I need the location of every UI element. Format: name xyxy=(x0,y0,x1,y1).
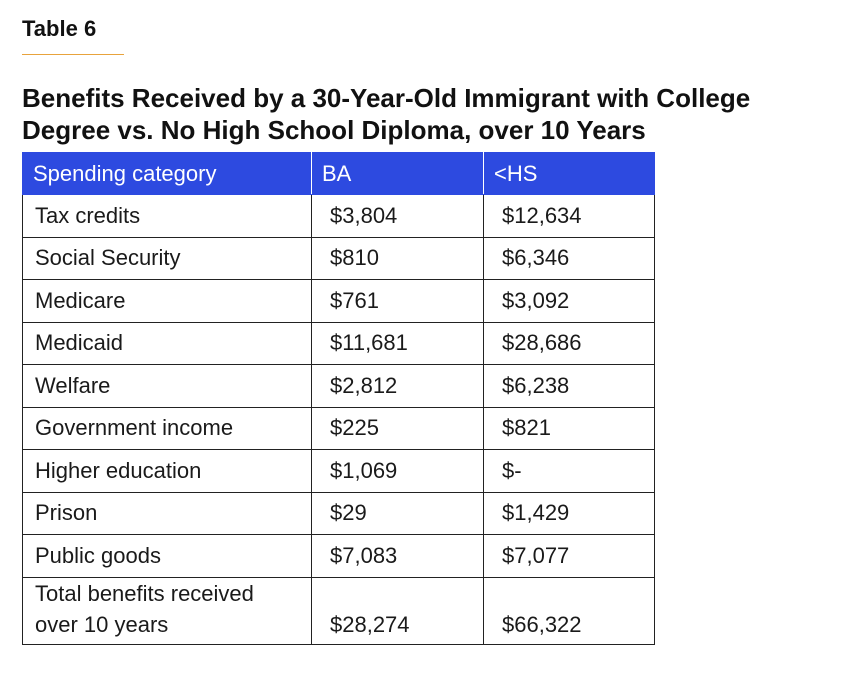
category-cell: Higher education xyxy=(22,449,312,493)
header-spending-category: Spending category xyxy=(22,152,312,195)
category-cell: Social Security xyxy=(22,236,312,280)
category-cell: Tax credits xyxy=(22,194,312,238)
table-row: Welfare $2,812 $6,238 xyxy=(22,364,655,408)
table-title: Benefits Received by a 30-Year-Old Immig… xyxy=(22,83,751,145)
category-cell: Medicaid xyxy=(22,321,312,365)
total-category-cell: Total benefits received over 10 years xyxy=(22,576,312,645)
ba-cell: $225 xyxy=(311,406,484,450)
table-row: Tax credits $3,804 $12,634 xyxy=(22,194,655,238)
hs-cell: $28,686 xyxy=(483,321,655,365)
category-cell: Prison xyxy=(22,491,312,535)
hs-cell: $6,238 xyxy=(483,364,655,408)
hs-cell: $- xyxy=(483,449,655,493)
ba-cell: $810 xyxy=(311,236,484,280)
hs-cell: $7,077 xyxy=(483,534,655,578)
benefits-table: Spending category BA <HS Tax credits $3,… xyxy=(22,152,655,645)
ba-cell: $761 xyxy=(311,279,484,323)
ba-cell: $1,069 xyxy=(311,449,484,493)
ba-cell: $7,083 xyxy=(311,534,484,578)
total-hs-cell: $66,322 xyxy=(483,576,655,645)
ba-cell: $3,804 xyxy=(311,194,484,238)
table-row: Higher education $1,069 $- xyxy=(22,449,655,493)
total-ba-cell: $28,274 xyxy=(311,576,484,645)
hs-cell: $821 xyxy=(483,406,655,450)
ba-cell: $29 xyxy=(311,491,484,535)
table-row: Medicare $761 $3,092 xyxy=(22,279,655,323)
hs-cell: $1,429 xyxy=(483,491,655,535)
ba-cell: $11,681 xyxy=(311,321,484,365)
hs-cell: $6,346 xyxy=(483,236,655,280)
category-cell: Welfare xyxy=(22,364,312,408)
category-cell: Medicare xyxy=(22,279,312,323)
table-row: Social Security $810 $6,346 xyxy=(22,236,655,280)
table-row: Public goods $7,083 $7,077 xyxy=(22,534,655,578)
header-row: Spending category BA <HS xyxy=(22,152,655,195)
table-label: Table 6 xyxy=(22,16,97,41)
table-row: Prison $29 $1,429 xyxy=(22,491,655,535)
category-cell: Public goods xyxy=(22,534,312,578)
ba-cell: $2,812 xyxy=(311,364,484,408)
total-row: Total benefits received over 10 years $28… xyxy=(22,576,655,645)
total-label-line1: Total benefits received xyxy=(35,580,254,606)
table-row: Government income $225 $821 xyxy=(22,406,655,450)
header-ba: BA xyxy=(311,152,484,195)
hs-cell: $3,092 xyxy=(483,279,655,323)
table-row: Medicaid $11,681 $28,686 xyxy=(22,321,655,365)
category-cell: Government income xyxy=(22,406,312,450)
total-label-line2: over 10 years xyxy=(35,611,169,637)
header-hs: <HS xyxy=(483,152,655,195)
label-divider xyxy=(22,54,124,55)
hs-cell: $12,634 xyxy=(483,194,655,238)
